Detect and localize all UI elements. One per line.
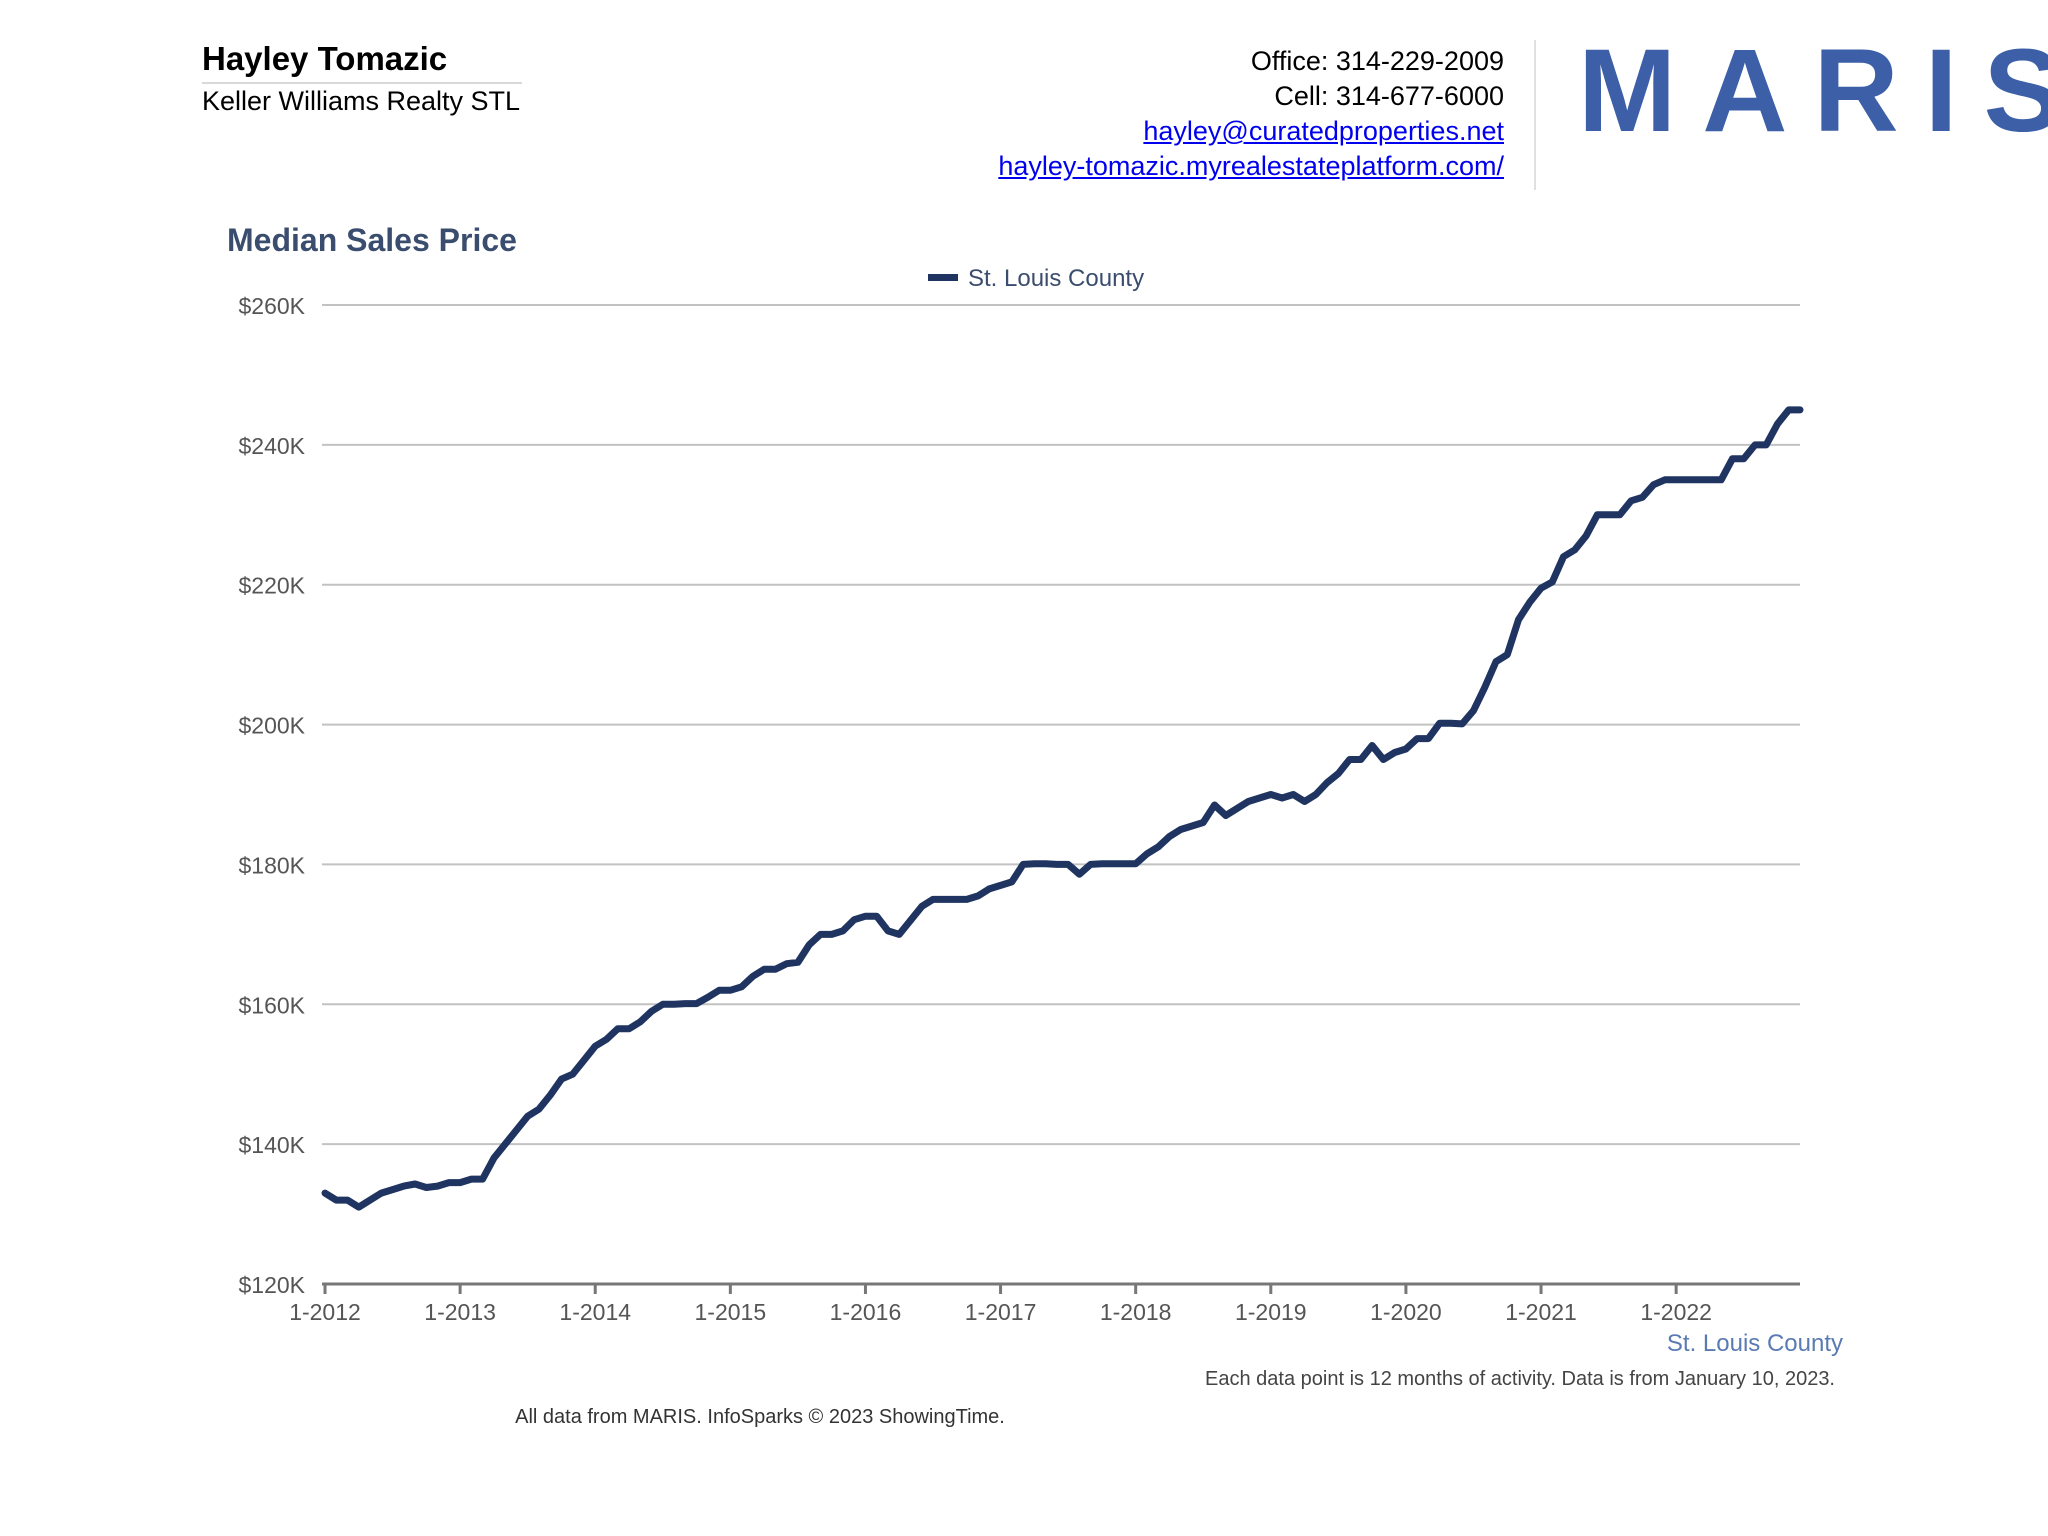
legend: St. Louis County: [928, 265, 1144, 292]
y-tick-label: $140K: [238, 1132, 305, 1158]
x-tick-label: 1-2012: [289, 1299, 361, 1325]
contact-block: Office: 314-229-2009 Cell: 314-677-6000 …: [998, 44, 1504, 184]
cell-phone: Cell: 314-677-6000: [1274, 81, 1504, 111]
x-tick-label: 1-2022: [1640, 1299, 1712, 1325]
series-line-st-louis-county: [321, 406, 1804, 1211]
email-link[interactable]: hayley@curatedproperties.net: [1143, 116, 1504, 146]
office-phone: Office: 314-229-2009: [1250, 46, 1504, 76]
data-credit-text: All data from MARIS. InfoSparks © 2023 S…: [515, 1406, 1005, 1428]
x-tick-label: 1-2013: [424, 1299, 496, 1325]
x-tick-label: 1-2020: [1370, 1299, 1442, 1325]
x-tick-label: 1-2019: [1235, 1299, 1307, 1325]
y-tick-label: $220K: [238, 573, 305, 599]
x-tick-label: 1-2021: [1505, 1299, 1577, 1325]
y-tick-label: $240K: [238, 433, 305, 459]
y-tick-label: $160K: [238, 992, 305, 1018]
legend-swatch: [928, 274, 958, 281]
footnote-series-name: St. Louis County: [1666, 1330, 1843, 1357]
x-tick-label: 1-2014: [559, 1299, 631, 1325]
website-link[interactable]: hayley-tomazic.myrealestateplatform.com/: [998, 151, 1504, 181]
x-tick-label: 1-2018: [1100, 1299, 1172, 1325]
x-tick-label: 1-2016: [830, 1299, 902, 1325]
agent-company: Keller Williams Realty STL: [202, 86, 521, 116]
header-divider: [1534, 40, 1536, 190]
axes: $120K $140K $160K $180K $200K $220K $240K $260K…: [238, 293, 1800, 1325]
grid-lines: [322, 304, 1800, 1146]
chart-title: Median Sales Price: [227, 222, 517, 258]
data-credit: All data from MARIS. InfoSparks © 2023 S…: [0, 1406, 2048, 1429]
agent-name: Hayley Tomazic: [202, 40, 522, 84]
y-tick-label: $120K: [238, 1272, 305, 1298]
x-tick-label: 1-2017: [965, 1299, 1037, 1325]
footnote: Each data point is 12 months of activity…: [1205, 1368, 1835, 1390]
legend-label: St. Louis County: [968, 265, 1144, 292]
series-layer: [321, 406, 1804, 1211]
maris-logo: MARIS: [1578, 25, 2048, 157]
y-tick-label: $200K: [238, 713, 305, 739]
x-tick-label: 1-2015: [695, 1299, 767, 1325]
y-tick-label: $180K: [238, 852, 305, 878]
y-tick-label: $260K: [238, 293, 305, 319]
